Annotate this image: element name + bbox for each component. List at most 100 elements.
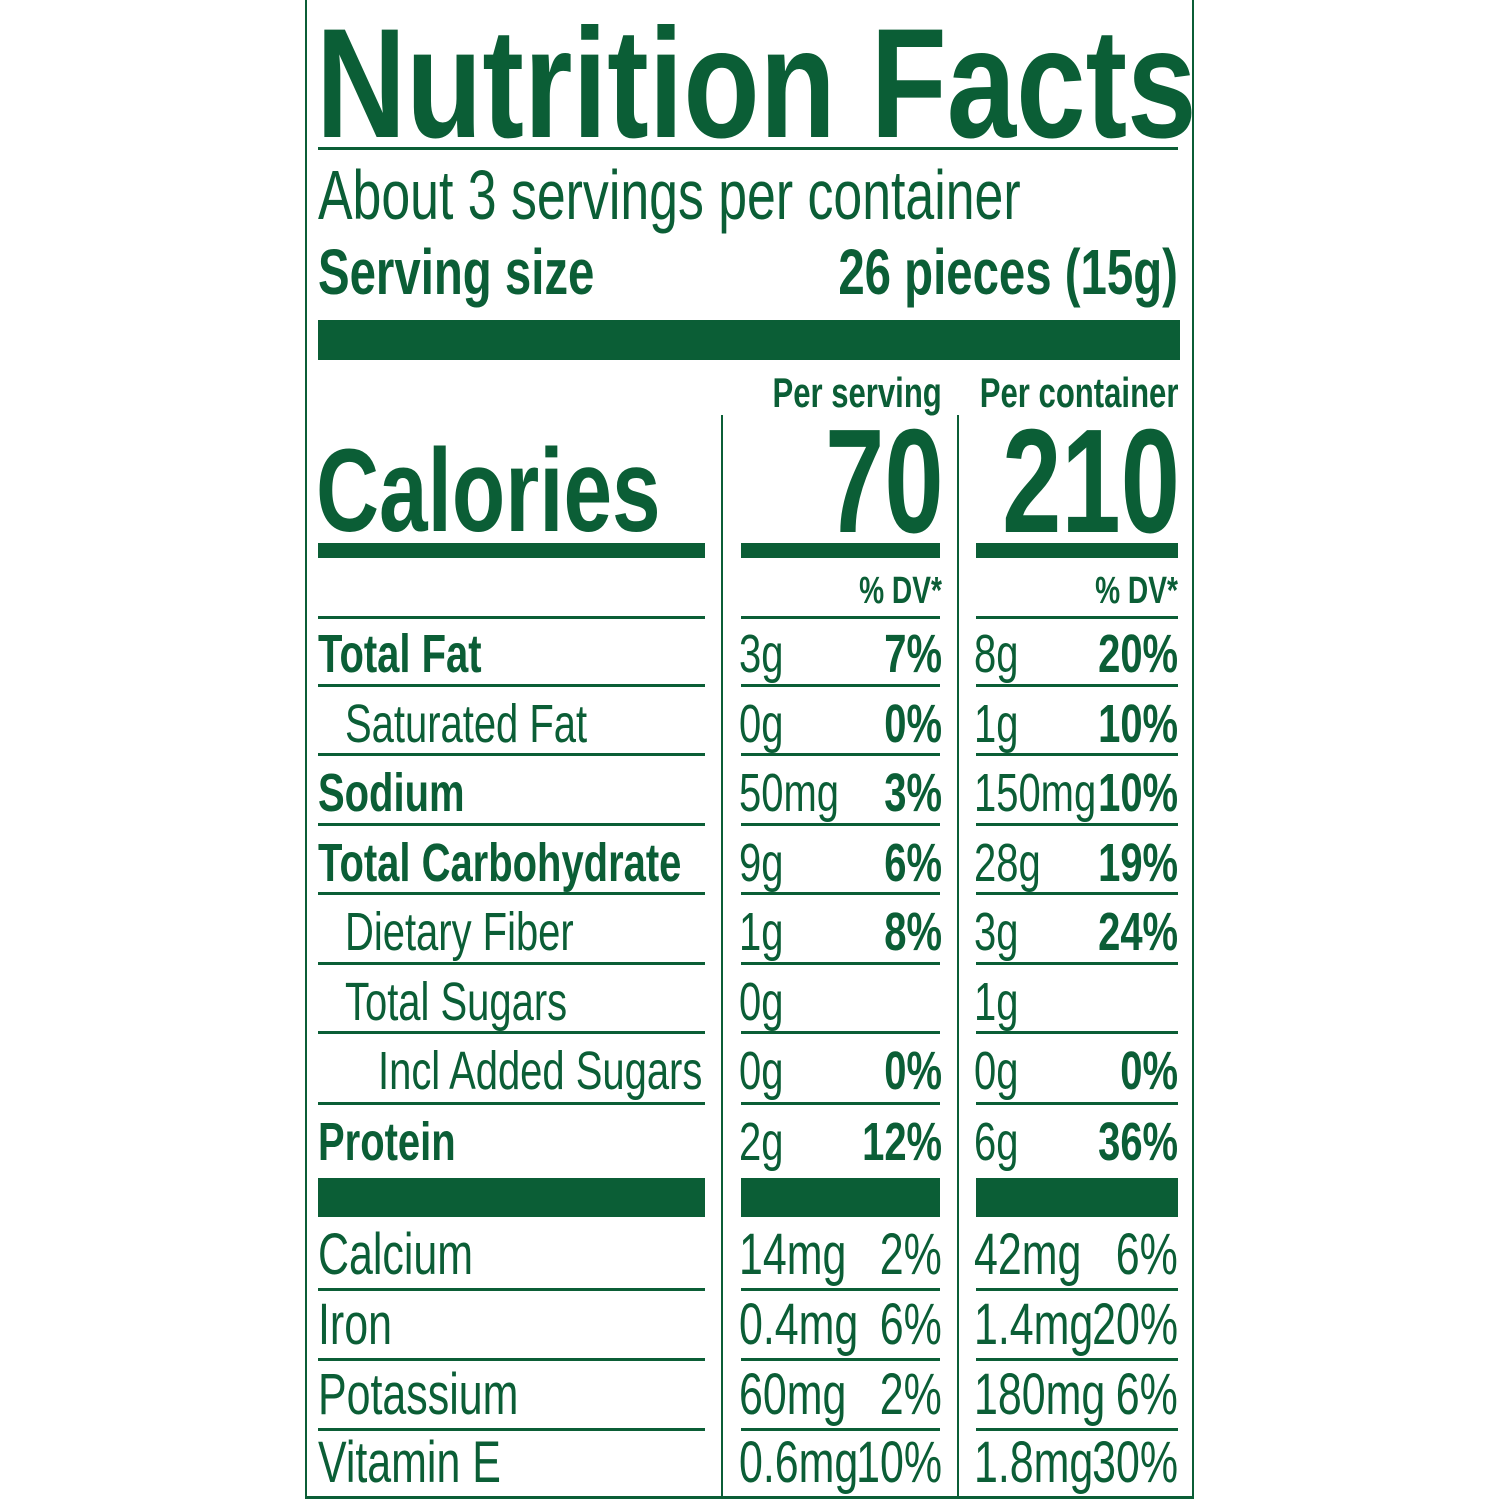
row-divider-3 <box>976 892 1178 895</box>
row-divider-2 <box>741 616 940 619</box>
row-divider-2 <box>741 1102 940 1105</box>
row-divider-1 <box>318 962 705 965</box>
nutrient-name: Dietary Fiber <box>345 902 574 962</box>
nutrient-name: Incl Added Sugars <box>378 1041 703 1101</box>
serving-dv: 0% <box>884 694 942 754</box>
dv-header-container: % DV* <box>1095 570 1178 612</box>
container-amount: 180mg <box>974 1362 1106 1427</box>
row-divider-1 <box>318 616 705 619</box>
divider <box>318 147 1178 150</box>
serving-amount: 50mg <box>739 763 839 823</box>
row-divider-3 <box>976 1031 1178 1034</box>
row-divider-3 <box>976 753 1178 756</box>
serving-amount: 0.4mg <box>739 1292 859 1357</box>
row-divider-3 <box>976 962 1178 965</box>
container-dv: 20% <box>1092 1292 1178 1357</box>
calories-label: Calories <box>316 425 661 557</box>
per-container-header: Per container <box>979 369 1178 416</box>
serving-dv: 0% <box>884 1041 942 1101</box>
row-divider-1 <box>318 1358 705 1361</box>
serving-dv: 12% <box>862 1112 942 1172</box>
row-divider-1 <box>318 1428 705 1431</box>
serving-dv: 3% <box>884 763 942 823</box>
calories-per-serving: 70 <box>825 399 944 564</box>
container-amount: 0g <box>974 1041 1019 1101</box>
serving-dv: 6% <box>884 833 942 893</box>
serving-amount: 0g <box>739 1041 784 1101</box>
serving-amount: 0.6mg <box>739 1430 859 1495</box>
column-divider-2 <box>957 415 959 1497</box>
row-divider-2 <box>741 892 940 895</box>
serving-dv: 8% <box>884 902 942 962</box>
serving-amount: 0g <box>739 694 784 754</box>
container-dv: 6% <box>1115 1362 1178 1427</box>
calories-bar-3 <box>976 543 1178 558</box>
row-divider-2 <box>741 753 940 756</box>
calories-bar-1 <box>318 543 705 558</box>
row-divider-1 <box>318 1288 705 1291</box>
nutrient-name: Saturated Fat <box>345 694 588 754</box>
nutrient-name: Protein <box>318 1112 456 1172</box>
row-divider-1 <box>318 1102 705 1105</box>
vitamin-name: Iron <box>318 1292 392 1357</box>
calories-bar-2 <box>741 543 940 558</box>
nutrient-name: Sodium <box>318 763 465 823</box>
nutrient-name: Total Sugars <box>345 972 568 1032</box>
row-divider-1 <box>318 892 705 895</box>
serving-amount: 3g <box>739 624 784 684</box>
serving-dv: 2% <box>879 1222 942 1287</box>
serving-amount: 14mg <box>739 1222 847 1287</box>
serving-amount: 9g <box>739 833 784 893</box>
label-border-left <box>305 0 307 1498</box>
container-amount: 6g <box>974 1112 1019 1172</box>
row-divider-2 <box>741 684 940 687</box>
row-divider-1 <box>318 684 705 687</box>
label-border-right <box>1192 0 1194 1498</box>
container-amount: 1.4mg <box>974 1292 1094 1357</box>
serving-amount: 1g <box>739 902 784 962</box>
serving-dv: 6% <box>879 1292 942 1357</box>
serving-amount: 0g <box>739 972 784 1032</box>
serving-size-value: 26 pieces (15g) <box>838 236 1178 308</box>
serving-dv: 10% <box>856 1430 942 1495</box>
label-border-bottom <box>305 1496 1194 1499</box>
vitamin-name: Potassium <box>318 1362 519 1427</box>
row-divider-1 <box>318 753 705 756</box>
label-title: Nutrition Facts <box>316 0 1197 171</box>
row-divider-3 <box>976 1102 1178 1105</box>
container-dv: 36% <box>1098 1112 1178 1172</box>
vitamin-bar-1 <box>318 1178 705 1217</box>
container-dv: 20% <box>1098 624 1178 684</box>
container-dv: 19% <box>1098 833 1178 893</box>
container-amount: 28g <box>974 833 1041 893</box>
per-serving-header: Per serving <box>772 369 942 416</box>
row-divider-3 <box>976 1428 1178 1431</box>
row-divider-2 <box>741 1428 940 1431</box>
container-amount: 150mg <box>974 763 1097 823</box>
container-dv: 10% <box>1098 694 1178 754</box>
container-dv: 10% <box>1098 763 1178 823</box>
serving-amount: 2g <box>739 1112 784 1172</box>
container-amount: 3g <box>974 902 1019 962</box>
row-divider-1 <box>318 823 705 826</box>
vitamin-bar-2 <box>741 1178 940 1217</box>
row-divider-3 <box>976 684 1178 687</box>
container-dv: 30% <box>1092 1430 1178 1495</box>
vitamin-bar-3 <box>976 1178 1178 1217</box>
serving-amount: 60mg <box>739 1362 847 1427</box>
serving-size-label: Serving size <box>318 236 595 308</box>
container-amount: 8g <box>974 624 1019 684</box>
row-divider-2 <box>741 1031 940 1034</box>
row-divider-3 <box>976 616 1178 619</box>
row-divider-3 <box>976 1358 1178 1361</box>
vitamin-name: Calcium <box>318 1222 474 1287</box>
container-amount: 1g <box>974 972 1019 1032</box>
row-divider-3 <box>976 823 1178 826</box>
row-divider-2 <box>741 1358 940 1361</box>
servings-per-container: About 3 servings per container <box>318 156 1021 234</box>
nutrient-name: Total Carbohydrate <box>318 833 682 893</box>
nutrient-name: Total Fat <box>318 624 482 684</box>
serving-dv: 7% <box>884 624 942 684</box>
container-amount: 42mg <box>974 1222 1082 1287</box>
row-divider-3 <box>976 1288 1178 1291</box>
